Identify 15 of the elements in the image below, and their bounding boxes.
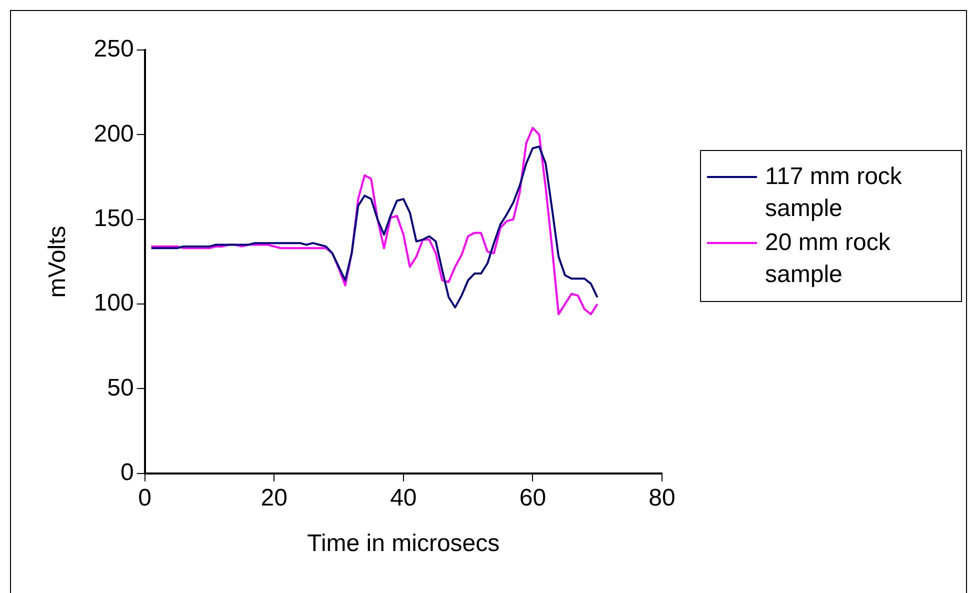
x-axis-title: Time in microsecs <box>307 530 500 558</box>
x-tick-label: 20 <box>260 484 288 512</box>
y-tick-label: 100 <box>94 290 134 317</box>
y-tick-label: 250 <box>94 36 134 63</box>
legend-label: 20 mm rock sample <box>765 228 892 290</box>
y-tick-label: 150 <box>94 204 134 232</box>
y-tick-label: 0 <box>120 459 134 486</box>
x-tick-label: 0 <box>138 484 152 512</box>
x-tick-label: 40 <box>390 484 417 512</box>
y-tick-label: 50 <box>107 374 134 402</box>
legend-label: 117 mm rock sample <box>765 162 903 224</box>
y-axis-title: mVolts <box>44 226 72 298</box>
x-tick-label: 80 <box>648 484 676 512</box>
x-tick-label: 60 <box>519 484 546 512</box>
y-tick-label: 200 <box>94 120 134 148</box>
